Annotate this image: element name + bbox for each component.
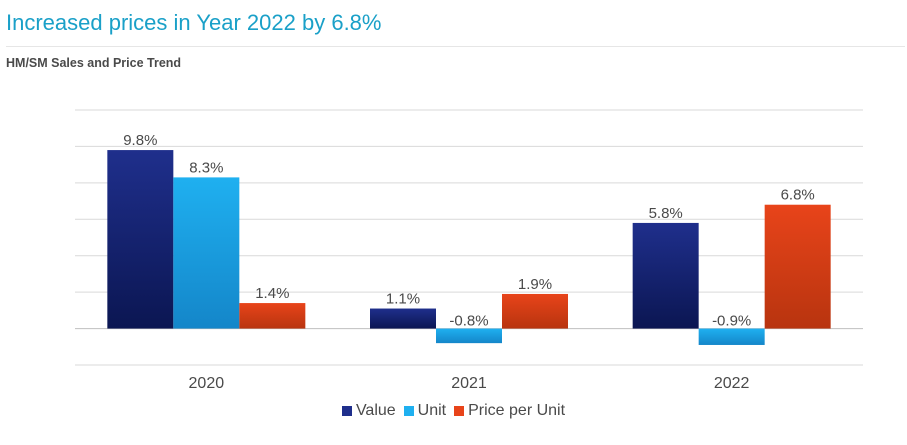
bar-value-2021 bbox=[370, 308, 436, 329]
legend-swatch bbox=[454, 406, 465, 416]
legend-label: Price per Unit bbox=[468, 402, 566, 419]
bar-price-per-unit-2022 bbox=[764, 204, 831, 329]
data-label: -0.9% bbox=[712, 313, 751, 330]
bar-price-per-unit-2020 bbox=[239, 303, 306, 329]
bar-price-per-unit-2021 bbox=[502, 293, 568, 329]
bar-value-2020 bbox=[107, 150, 174, 329]
bar-unit-2020 bbox=[173, 177, 240, 329]
x-tick-label: 2021 bbox=[451, 375, 487, 392]
chart-legend: Value Unit Price per Unit bbox=[0, 402, 907, 420]
legend-item-value: Value bbox=[341, 402, 396, 420]
x-tick-label: 2022 bbox=[714, 375, 750, 392]
legend-item-unit: Unit bbox=[403, 402, 447, 420]
data-label: 6.8% bbox=[781, 187, 815, 204]
legend-label: Unit bbox=[417, 402, 447, 419]
data-label: 1.4% bbox=[255, 285, 289, 302]
data-label: 1.9% bbox=[518, 276, 552, 293]
legend-item-price-per-unit: Price per Unit bbox=[454, 402, 565, 420]
legend-swatch bbox=[341, 406, 352, 416]
page-title: Increased prices in Year 2022 by 6.8% bbox=[6, 10, 382, 35]
data-label: 5.8% bbox=[649, 205, 683, 222]
legend-swatch bbox=[403, 406, 414, 416]
chart-subtitle: HM/SM Sales and Price Trend bbox=[6, 56, 182, 70]
data-label: 1.1% bbox=[386, 291, 420, 308]
data-label: 8.3% bbox=[189, 159, 223, 176]
data-label: -0.8% bbox=[449, 313, 488, 330]
x-tick-label: 2020 bbox=[189, 375, 225, 392]
bar-value-2022 bbox=[632, 222, 699, 329]
bar-unit-2021 bbox=[436, 328, 502, 344]
title-divider bbox=[6, 46, 905, 47]
data-label: 9.8% bbox=[123, 132, 157, 149]
legend-label: Value bbox=[355, 402, 396, 419]
bar-unit-2022 bbox=[698, 328, 765, 345]
